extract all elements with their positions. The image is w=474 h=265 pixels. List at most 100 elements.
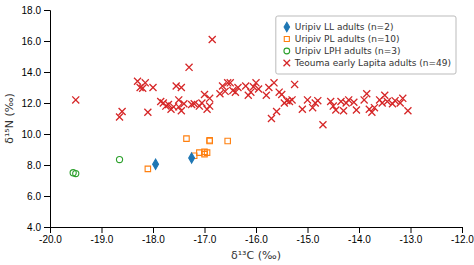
tick-label: 6.0 bbox=[27, 191, 41, 202]
legend-symbol bbox=[284, 36, 289, 41]
point bbox=[379, 99, 386, 106]
point bbox=[330, 103, 337, 110]
point bbox=[73, 170, 79, 176]
tick-mark bbox=[44, 196, 50, 197]
point bbox=[119, 108, 126, 115]
point bbox=[234, 84, 241, 91]
legend-symbol bbox=[284, 48, 290, 54]
series bbox=[72, 36, 411, 128]
tick-label: -13.0 bbox=[400, 234, 423, 245]
point bbox=[206, 95, 213, 102]
tick-label: 4.0 bbox=[27, 222, 41, 233]
tick-mark bbox=[359, 227, 360, 233]
tick: -13.0 bbox=[400, 227, 423, 245]
point bbox=[144, 109, 151, 116]
axis-line bbox=[44, 11, 51, 228]
point bbox=[178, 107, 185, 114]
tick-label: -12.0 bbox=[451, 234, 474, 245]
point bbox=[201, 91, 208, 98]
legend-item: Teouma early Lapita adults (n=49) bbox=[284, 58, 451, 68]
tick-mark bbox=[462, 227, 463, 233]
tick-label: 10.0 bbox=[22, 129, 42, 140]
point bbox=[173, 82, 180, 89]
point bbox=[184, 136, 189, 141]
point bbox=[145, 166, 150, 171]
tick-label: 12.0 bbox=[22, 98, 42, 109]
point bbox=[268, 115, 275, 122]
tick-mark bbox=[44, 134, 50, 135]
tick: -16.0 bbox=[245, 227, 268, 245]
point bbox=[337, 98, 344, 105]
tick-mark bbox=[44, 41, 50, 42]
point bbox=[304, 96, 311, 103]
tick: 8.0 bbox=[27, 160, 50, 171]
series bbox=[70, 156, 123, 176]
point bbox=[186, 64, 193, 71]
point bbox=[340, 107, 347, 114]
tick-mark bbox=[308, 227, 309, 233]
legend-item: Uripiv PL adults (n=10) bbox=[284, 34, 399, 44]
point bbox=[314, 97, 321, 104]
chart: -20.0-19.0-18.0-17.0-16.0-15.0-14.0-13.0… bbox=[0, 0, 474, 265]
point bbox=[206, 103, 213, 110]
tick-mark bbox=[44, 103, 50, 104]
tick-label: -16.0 bbox=[245, 234, 268, 245]
point bbox=[319, 121, 326, 128]
point bbox=[363, 90, 370, 97]
tick-mark bbox=[205, 227, 206, 233]
point bbox=[291, 81, 298, 88]
point bbox=[209, 36, 216, 43]
tick-label: -15.0 bbox=[297, 234, 320, 245]
series bbox=[145, 136, 230, 172]
point bbox=[178, 84, 185, 91]
y-axis-title: δ¹⁵N (‰) bbox=[3, 93, 16, 144]
tick: -20.0 bbox=[39, 227, 62, 245]
point bbox=[381, 92, 388, 99]
x-axis-title: δ¹³C (‰) bbox=[231, 249, 281, 262]
point bbox=[227, 79, 234, 86]
point bbox=[225, 138, 230, 143]
tick: 6.0 bbox=[27, 191, 50, 202]
tick: 4.0 bbox=[27, 222, 50, 233]
tick: 14.0 bbox=[22, 67, 50, 78]
legend-label: Uripiv PL adults (n=10) bbox=[295, 34, 400, 44]
axis-line bbox=[51, 228, 463, 234]
y-axis: 4.0 6.0 8.0 10.0 12.0 14.0 16.0 18.0 bbox=[22, 5, 51, 233]
point bbox=[371, 104, 378, 111]
point bbox=[189, 153, 195, 163]
tick: 18.0 bbox=[22, 5, 50, 16]
point bbox=[207, 138, 212, 143]
point bbox=[204, 150, 209, 155]
tick-label: -14.0 bbox=[348, 234, 371, 245]
tick: -12.0 bbox=[451, 227, 474, 245]
point bbox=[175, 96, 182, 103]
point bbox=[299, 106, 306, 113]
point bbox=[273, 108, 280, 115]
legend-label: Uripiv LPH adults (n=3) bbox=[295, 46, 401, 56]
tick: -14.0 bbox=[348, 227, 371, 245]
point bbox=[207, 137, 212, 142]
tick-label: 16.0 bbox=[22, 36, 42, 47]
tick-label: 14.0 bbox=[22, 67, 42, 78]
tick-mark bbox=[153, 227, 154, 233]
legend-label: Teouma early Lapita adults (n=49) bbox=[294, 58, 451, 68]
point bbox=[198, 99, 205, 106]
point bbox=[142, 79, 149, 86]
point bbox=[404, 107, 411, 114]
point bbox=[263, 92, 270, 99]
point bbox=[149, 84, 156, 91]
tick-mark bbox=[44, 72, 50, 73]
tick: -19.0 bbox=[91, 227, 114, 245]
point bbox=[222, 88, 229, 95]
point bbox=[242, 82, 249, 89]
tick-mark bbox=[44, 227, 50, 228]
tick-mark bbox=[102, 227, 103, 233]
tick-label: -20.0 bbox=[39, 234, 62, 245]
point bbox=[153, 159, 159, 169]
tick-label: -18.0 bbox=[142, 234, 165, 245]
point bbox=[361, 96, 368, 103]
legend-item: Uripiv LL adults (n=2) bbox=[284, 22, 393, 32]
point bbox=[255, 86, 262, 93]
plot: -20.0-19.0-18.0-17.0-16.0-15.0-14.0-13.0… bbox=[22, 5, 474, 245]
tick: -15.0 bbox=[297, 227, 320, 245]
